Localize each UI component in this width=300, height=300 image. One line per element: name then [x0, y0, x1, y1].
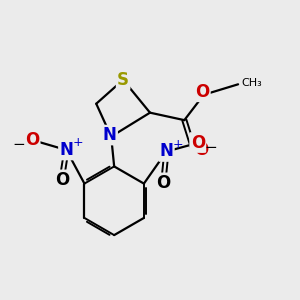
Text: −: − [205, 140, 217, 154]
Text: N: N [103, 126, 117, 144]
Text: O: O [25, 130, 39, 148]
Text: N: N [160, 142, 173, 160]
Text: CH₃: CH₃ [241, 78, 262, 88]
Text: O: O [195, 83, 209, 101]
Text: −: − [12, 136, 25, 152]
Text: O: O [194, 141, 208, 159]
Text: O: O [191, 134, 205, 152]
Text: O: O [156, 174, 171, 192]
Text: O: O [55, 171, 69, 189]
Text: N: N [59, 141, 73, 159]
Text: S: S [117, 71, 129, 89]
Text: +: + [172, 137, 183, 151]
Text: +: + [72, 136, 83, 149]
